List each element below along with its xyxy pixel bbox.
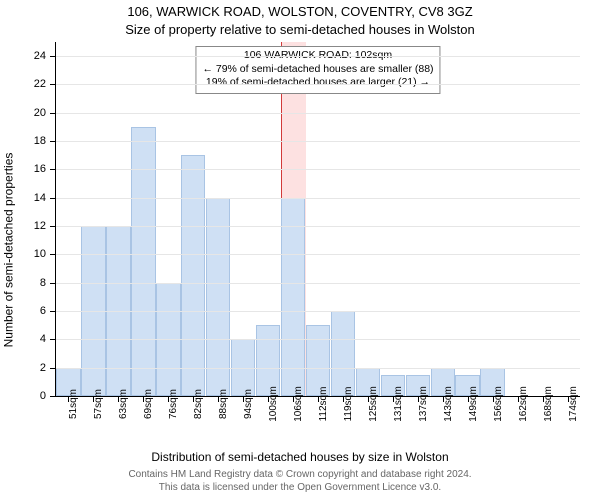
chart-title-main: 106, WARWICK ROAD, WOLSTON, COVENTRY, CV… (0, 4, 600, 19)
bar (206, 198, 230, 396)
y-tick (50, 339, 56, 340)
bar (306, 325, 330, 396)
x-tick-label: 88sqm (218, 389, 229, 419)
x-tick-label: 168sqm (543, 386, 554, 422)
bar (281, 198, 305, 396)
y-axis-label: Number of semi-detached properties (1, 153, 15, 348)
y-tick-label: 24 (26, 50, 46, 62)
y-tick (50, 198, 56, 199)
y-tick-label: 20 (26, 107, 46, 119)
y-tick-label: 2 (26, 362, 46, 374)
y-tick-label: 16 (26, 163, 46, 175)
plot-area: 106 WARWICK ROAD: 102sqm ← 79% of semi-d… (55, 42, 580, 397)
bars-layer (56, 42, 580, 396)
x-tick-label: 143sqm (443, 386, 454, 422)
y-tick (50, 254, 56, 255)
x-tick-label: 76sqm (168, 389, 179, 419)
x-tick-label: 156sqm (493, 386, 504, 422)
chart-title-sub: Size of property relative to semi-detach… (0, 22, 600, 37)
page-root: 106, WARWICK ROAD, WOLSTON, COVENTRY, CV… (0, 0, 600, 500)
x-tick-label: 112sqm (318, 387, 329, 422)
x-tick-label: 162sqm (518, 386, 529, 422)
attribution-line-2: This data is licensed under the Open Gov… (0, 482, 600, 495)
x-tick-label: 94sqm (243, 389, 254, 419)
y-tick-label: 14 (26, 192, 46, 204)
callout-line-3: 19% of semi-detached houses are larger (… (202, 76, 433, 90)
x-tick-label: 100sqm (268, 386, 279, 422)
x-tick-label: 51sqm (68, 389, 79, 419)
y-tick (50, 226, 56, 227)
y-tick (50, 311, 56, 312)
y-tick (50, 169, 56, 170)
x-tick-label: 82sqm (193, 389, 204, 419)
x-tick-label: 149sqm (468, 386, 479, 422)
y-tick-label: 6 (26, 305, 46, 317)
bar (331, 311, 355, 396)
gridline-h (56, 311, 580, 312)
y-tick-label: 12 (26, 220, 46, 232)
gridline-h (56, 141, 580, 142)
y-tick (50, 56, 56, 57)
y-tick-label: 4 (26, 333, 46, 345)
y-tick (50, 368, 56, 369)
y-tick-label: 0 (26, 390, 46, 402)
gridline-h (56, 113, 580, 114)
callout-line-2: ← 79% of semi-detached houses are smalle… (202, 63, 433, 77)
gridline-h (56, 56, 580, 57)
y-tick-label: 22 (26, 78, 46, 90)
gridline-h (56, 84, 580, 85)
gridline-h (56, 226, 580, 227)
x-axis-label: Distribution of semi-detached houses by … (0, 450, 600, 464)
gridline-h (56, 198, 580, 199)
attribution-line-1: Contains HM Land Registry data © Crown c… (0, 469, 600, 482)
y-tick-label: 8 (26, 277, 46, 289)
x-tick-label: 57sqm (93, 389, 104, 419)
y-tick (50, 283, 56, 284)
gridline-h (56, 368, 580, 369)
bar (181, 155, 205, 396)
x-tick-label: 137sqm (418, 386, 429, 422)
y-tick (50, 141, 56, 142)
y-tick (50, 396, 56, 397)
attribution: Contains HM Land Registry data © Crown c… (0, 469, 600, 494)
x-tick-label: 69sqm (143, 389, 154, 419)
gridline-h (56, 283, 580, 284)
x-tick-label: 174sqm (568, 386, 579, 422)
gridline-h (56, 169, 580, 170)
y-tick-label: 10 (26, 248, 46, 260)
y-axis-label-wrap: Number of semi-detached properties (0, 0, 18, 500)
y-tick-label: 18 (26, 135, 46, 147)
callout-box: 106 WARWICK ROAD: 102sqm ← 79% of semi-d… (195, 46, 440, 94)
x-tick-label: 63sqm (118, 389, 129, 419)
x-tick-label: 106sqm (293, 386, 304, 422)
gridline-h (56, 339, 580, 340)
y-tick (50, 113, 56, 114)
x-tick-label: 131sqm (393, 386, 404, 422)
bar (131, 127, 155, 396)
x-tick-label: 119sqm (343, 387, 354, 422)
x-tick-label: 125sqm (368, 386, 379, 422)
y-tick (50, 84, 56, 85)
gridline-h (56, 254, 580, 255)
